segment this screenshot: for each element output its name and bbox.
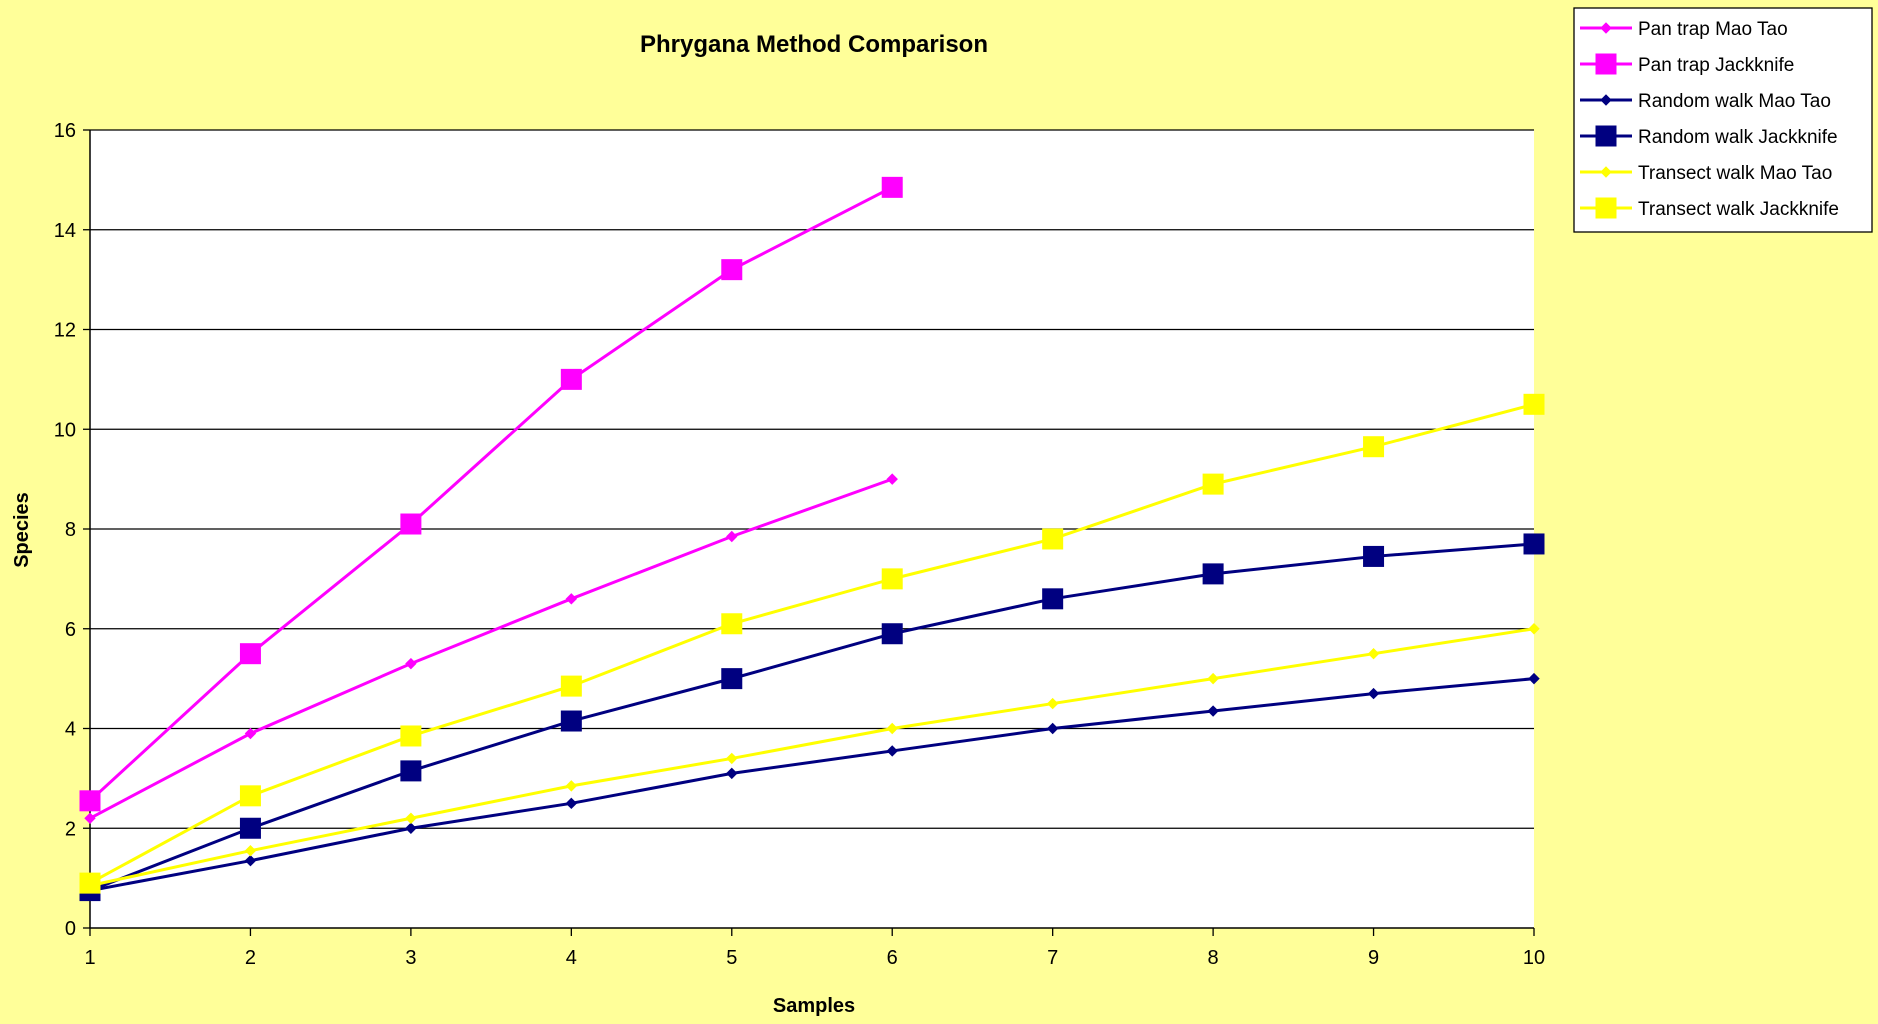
data-point-transect-walk-jackknife (239, 785, 261, 807)
data-point-transect-walk-mao-tao (1046, 697, 1059, 710)
data-point-transect-walk-mao-tao (726, 752, 738, 765)
series-line-random-walk-mao-tao (89, 677, 1535, 893)
legend-label: Random walk Jackknife (1638, 127, 1838, 148)
legend-marker (1600, 166, 1612, 178)
y-tick-label: 14 (54, 220, 76, 242)
data-point-random-walk-jackknife (1523, 533, 1545, 555)
x-tick-label: 2 (245, 947, 256, 969)
legend-box (1573, 7, 1873, 233)
data-point-random-walk-jackknife (400, 760, 422, 782)
data-point-random-walk-mao-tao (1528, 672, 1540, 685)
data-point-random-walk-jackknife (721, 668, 743, 690)
data-point-random-walk-mao-tao (886, 745, 898, 757)
y-tick-label: 8 (65, 519, 76, 541)
data-point-random-walk-mao-tao (1207, 705, 1219, 717)
data-point-random-walk-jackknife (1202, 563, 1224, 585)
data-point-transect-walk-jackknife (560, 675, 582, 697)
data-point-transect-walk-jackknife (1363, 436, 1385, 458)
data-point-pan-trap-mao-tao (84, 812, 96, 824)
data-point-random-walk-jackknife (881, 623, 903, 645)
data-point-pan-trap-jackknife (79, 790, 101, 812)
series-line-pan-trap-mao-tao (89, 477, 893, 820)
y-tick-label: 6 (65, 619, 76, 641)
y-axis-label: Species (11, 492, 33, 568)
data-point-transect-walk-jackknife (721, 613, 743, 635)
data-point-pan-trap-mao-tao (244, 727, 257, 740)
data-point-pan-trap-jackknife (721, 259, 743, 281)
data-point-transect-walk-mao-tao (405, 812, 417, 824)
data-point-pan-trap-jackknife (881, 176, 903, 198)
x-tick-label: 6 (887, 947, 898, 969)
data-point-transect-walk-jackknife (881, 568, 903, 590)
data-point-transect-walk-jackknife (1042, 528, 1064, 550)
y-tick-label: 12 (54, 320, 76, 342)
series-line-random-walk-jackknife (89, 542, 1535, 892)
data-point-pan-trap-jackknife (560, 368, 582, 390)
data-point-random-walk-jackknife (560, 710, 582, 732)
data-point-transect-walk-jackknife (1202, 473, 1224, 495)
data-point-transect-walk-mao-tao (565, 780, 578, 792)
data-point-random-walk-mao-tao (1046, 722, 1059, 735)
x-tick-label: 7 (1047, 947, 1058, 969)
data-point-random-walk-mao-tao (244, 854, 257, 867)
data-point-transect-walk-jackknife (1523, 393, 1545, 415)
data-point-pan-trap-mao-tao (405, 657, 417, 670)
x-tick-label: 4 (566, 947, 577, 969)
series-line-pan-trap-jackknife (88, 186, 893, 802)
legend-label: Pan trap Mao Tao (1638, 19, 1788, 40)
x-tick-label: 5 (726, 947, 737, 969)
data-point-transect-walk-mao-tao (244, 844, 257, 857)
chart-title: Phrygana Method Comparison (640, 31, 988, 58)
y-tick-label: 10 (54, 419, 76, 441)
legend-label: Random walk Mao Tao (1638, 91, 1831, 112)
legend-marker (1600, 94, 1612, 106)
data-point-random-walk-jackknife (239, 817, 261, 839)
x-tick-label: 1 (84, 947, 95, 969)
x-tick-label: 10 (1523, 947, 1545, 969)
data-point-random-walk-mao-tao (726, 767, 738, 780)
data-point-transect-walk-jackknife (400, 725, 422, 747)
data-point-transect-walk-jackknife (79, 872, 101, 894)
legend: Pan trap Mao Tao Pan trap Jackknife Random… (1573, 7, 1873, 233)
data-point-random-walk-mao-tao (565, 797, 578, 810)
legend-label: Pan trap Jackknife (1638, 55, 1794, 76)
series-line-transect-walk-mao-tao (89, 627, 1535, 888)
data-point-pan-trap-mao-tao (886, 473, 898, 485)
data-point-pan-trap-jackknife (400, 513, 422, 535)
x-axis-label: Samples (773, 995, 855, 1017)
data-point-transect-walk-mao-tao (1367, 647, 1380, 660)
x-tick-label: 8 (1208, 947, 1219, 969)
y-tick-label: 16 (54, 120, 76, 142)
data-point-pan-trap-mao-tao (726, 530, 738, 543)
data-point-pan-trap-mao-tao (565, 593, 578, 605)
data-point-transect-walk-mao-tao (1528, 623, 1540, 635)
x-tick-label: 9 (1368, 947, 1379, 969)
y-tick-label: 0 (65, 918, 76, 940)
data-point-transect-walk-mao-tao (1207, 672, 1219, 685)
legend-label: Transect walk Mao Tao (1638, 163, 1832, 184)
series-line-transect-walk-jackknife (89, 402, 1535, 885)
y-tick-label: 4 (65, 719, 76, 741)
data-point-random-walk-jackknife (1042, 588, 1064, 610)
legend-marker (1600, 22, 1612, 34)
data-point-random-walk-mao-tao (1367, 687, 1380, 700)
legend-marker (1595, 197, 1617, 219)
data-point-random-walk-mao-tao (405, 822, 417, 834)
y-tick-label: 2 (65, 818, 76, 840)
legend-marker (1595, 53, 1617, 75)
x-tick-label: 3 (405, 947, 416, 969)
data-point-transect-walk-mao-tao (886, 722, 898, 735)
legend-label: Transect walk Jackknife (1638, 199, 1839, 220)
data-point-random-walk-jackknife (1363, 545, 1385, 567)
data-point-pan-trap-jackknife (239, 643, 261, 665)
legend-marker (1595, 125, 1617, 147)
